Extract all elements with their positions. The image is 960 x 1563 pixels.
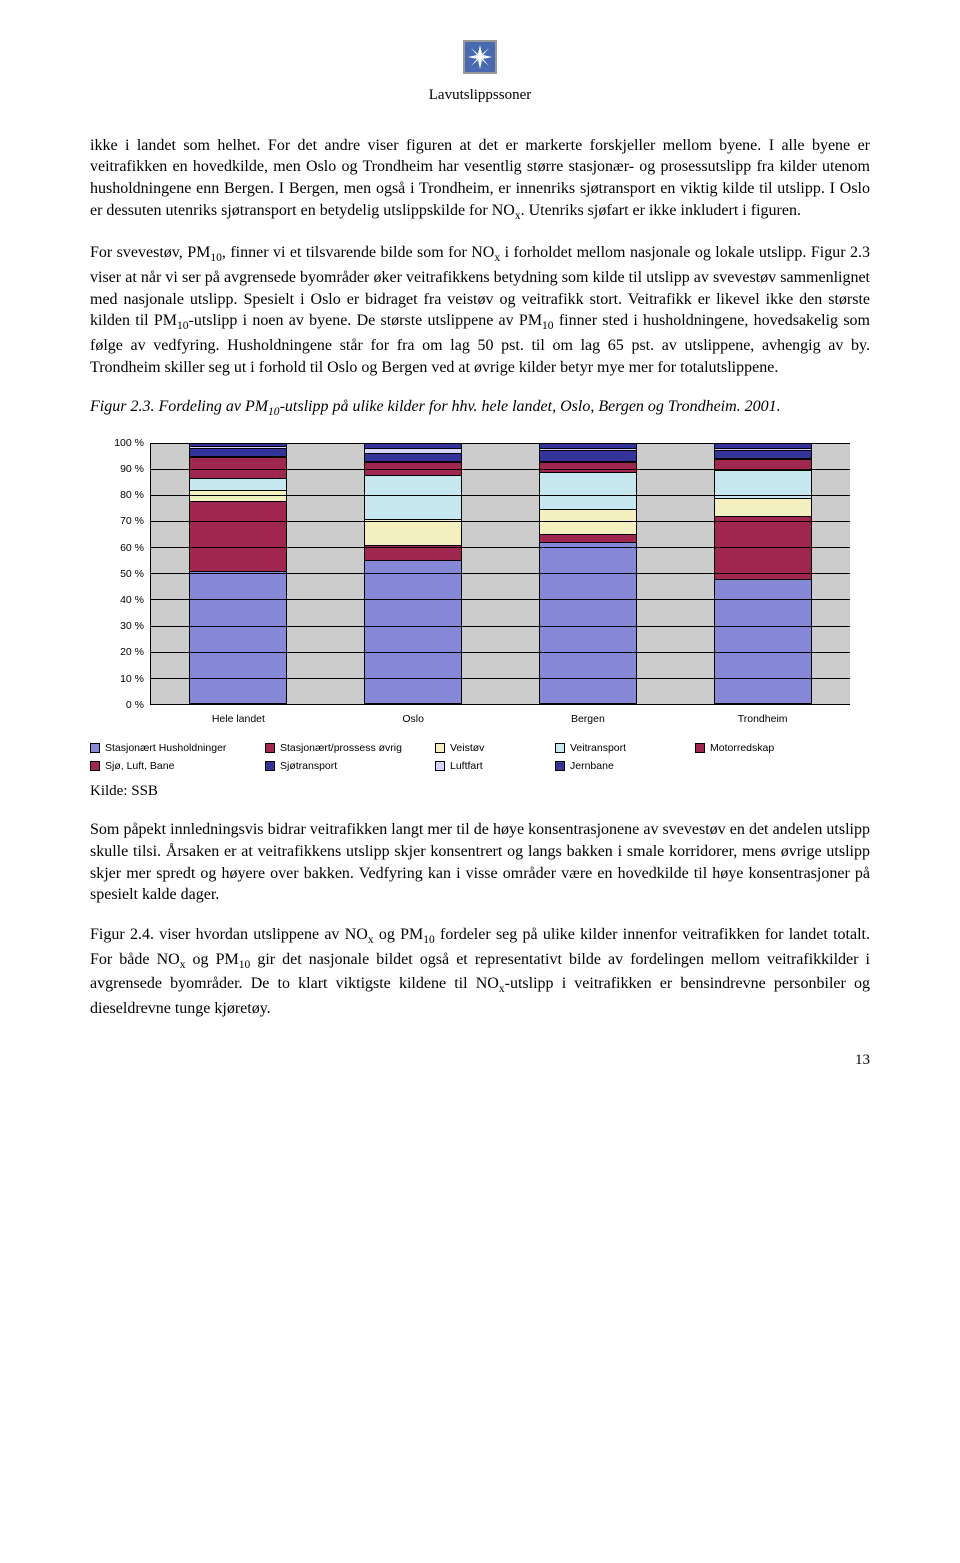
page-header: Lavutslippssoner (90, 40, 870, 105)
legend-item-stasjovrig: Stasjonært/prossess øvrig (265, 741, 435, 755)
y-axis-label: 0 % (90, 698, 144, 712)
gridline (151, 626, 850, 627)
bar-segment-motor (190, 457, 286, 478)
paragraph-3: Som påpekt innledningsvis bidrar veitraf… (90, 819, 870, 905)
legend-item-motor: Motorredskap (695, 741, 835, 755)
source-label: Kilde: SSB (90, 781, 870, 801)
bar-segment-veistov (715, 498, 811, 516)
legend-swatch (265, 743, 275, 753)
y-axis-label: 10 % (90, 672, 144, 686)
gridline (151, 443, 850, 444)
chart-legend: Stasjonært Husholdninger Stasjonært/pross… (90, 741, 870, 773)
y-axis-label: 100 % (90, 436, 144, 450)
y-axis-label: 80 % (90, 488, 144, 502)
gridline (151, 652, 850, 653)
x-axis-label: Hele landet (151, 712, 326, 726)
bar-segment-sjotrans (540, 450, 636, 460)
y-axis-label: 20 % (90, 645, 144, 659)
stacked-bar-chart: Hele landetOsloBergenTrondheim 0 % 10 % 20… (90, 435, 870, 735)
bar-segment-stasjhus (365, 560, 461, 702)
legend-label: Sjøtransport (280, 759, 337, 773)
legend-item-veistov: Veistøv (435, 741, 555, 755)
y-axis-label: 50 % (90, 567, 144, 581)
bar-segment-stasjhus (715, 579, 811, 703)
legend-label: Stasjonært Husholdninger (105, 741, 226, 755)
legend-swatch (435, 761, 445, 771)
legend-label: Stasjonært/prossess øvrig (280, 741, 402, 755)
paragraph-4: Figur 2.4. viser hvordan utslippene av N… (90, 924, 870, 1020)
gridline (151, 678, 850, 679)
x-axis-label: Trondheim (675, 712, 850, 726)
gridline (151, 599, 850, 600)
legend-item-jernbane: Jernbane (555, 759, 695, 773)
gridline (151, 704, 850, 705)
header-title: Lavutslippssoner (90, 85, 870, 105)
paragraph-1: ikke i landet som helhet. For det andre … (90, 135, 870, 225)
gridline (151, 573, 850, 574)
page-number: 13 (90, 1050, 870, 1070)
legend-label: Motorredskap (710, 741, 774, 755)
chart-container: Hele landetOsloBergenTrondheim 0 % 10 % 20… (90, 435, 870, 773)
gridline (151, 495, 850, 496)
x-axis-label: Oslo (326, 712, 501, 726)
bar-segment-veistov (365, 519, 461, 545)
legend-item-veitrans: Veitransport (555, 741, 695, 755)
bar-segment-motor (540, 462, 636, 472)
legend-swatch (435, 743, 445, 753)
bar-segment-veitrans (715, 470, 811, 498)
bar-segment-veitrans (540, 472, 636, 508)
legend-item-sjoluft: Sjø, Luft, Bane (90, 759, 265, 773)
bar-segment-stasjhus (190, 571, 286, 703)
bar-segment-veitrans (365, 475, 461, 519)
gridline (151, 547, 850, 548)
bar-segment-sjotrans (715, 450, 811, 458)
bar-segment-sjotrans (190, 448, 286, 456)
y-axis-label: 60 % (90, 541, 144, 555)
legend-item-stasjhus: Stasjonært Husholdninger (90, 741, 265, 755)
y-axis-label: 40 % (90, 593, 144, 607)
legend-label: Luftfart (450, 759, 483, 773)
legend-swatch (265, 761, 275, 771)
legend-label: Veitransport (570, 741, 626, 755)
bar-segment-stasjovrig (540, 534, 636, 542)
legend-swatch (555, 761, 565, 771)
gridline (151, 521, 850, 522)
bar-segment-stasjovrig (190, 501, 286, 571)
y-axis-label: 30 % (90, 619, 144, 633)
logo-icon (463, 40, 497, 74)
bar-segment-veitrans (190, 478, 286, 491)
legend-item-luftfart: Luftfart (435, 759, 555, 773)
figure-caption: Figur 2.3. Fordeling av PM10-utslipp på … (90, 396, 870, 421)
y-axis-label: 90 % (90, 462, 144, 476)
legend-swatch (695, 743, 705, 753)
gridline (151, 469, 850, 470)
bar-segment-sjotrans (365, 453, 461, 461)
x-axis-label: Bergen (501, 712, 676, 726)
legend-swatch (90, 743, 100, 753)
y-axis-label: 70 % (90, 514, 144, 528)
legend-label: Sjø, Luft, Bane (105, 759, 174, 773)
legend-swatch (555, 743, 565, 753)
legend-swatch (90, 761, 100, 771)
plot-area: Hele landetOsloBergenTrondheim (150, 443, 850, 705)
paragraph-2: For svevestøv, PM10, finner vi et tilsva… (90, 242, 870, 378)
legend-label: Jernbane (570, 759, 614, 773)
legend-label: Veistøv (450, 741, 484, 755)
legend-item-sjotrans: Sjøtransport (265, 759, 435, 773)
